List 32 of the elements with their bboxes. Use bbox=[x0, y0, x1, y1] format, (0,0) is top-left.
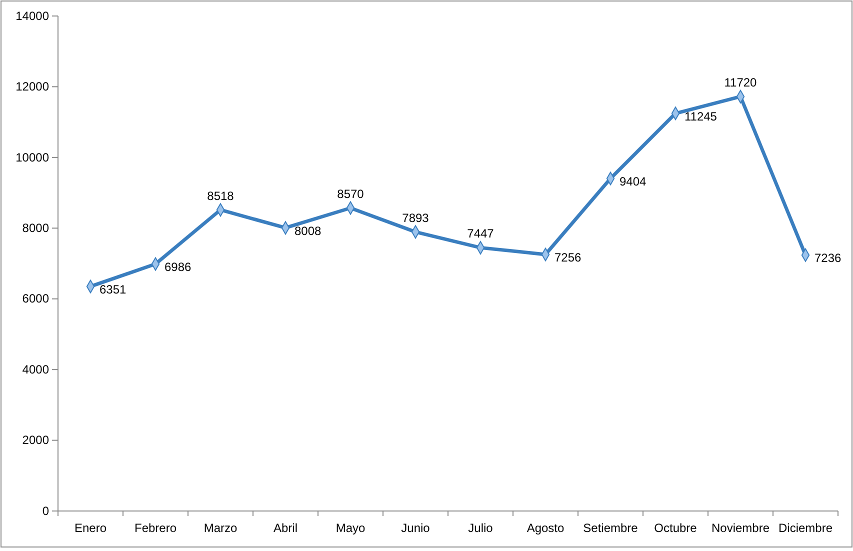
data-label: 6351 bbox=[100, 282, 127, 296]
y-tick-label: 8000 bbox=[22, 220, 50, 235]
data-label: 6986 bbox=[164, 260, 192, 274]
x-tick-label: Setiembre bbox=[583, 521, 638, 535]
x-tick-label: Enero bbox=[74, 521, 107, 535]
x-tick-label: Mayo bbox=[336, 521, 366, 535]
y-tick-label: 10000 bbox=[16, 150, 50, 164]
y-tick-label: 0 bbox=[42, 504, 50, 518]
data-label: 9404 bbox=[620, 174, 647, 188]
y-tick-label: 4000 bbox=[22, 362, 50, 376]
x-tick-label: Abril bbox=[273, 521, 298, 535]
x-tick-label: Junio bbox=[401, 521, 430, 535]
y-tick-label: 14000 bbox=[16, 8, 50, 23]
y-tick-label: 6000 bbox=[22, 292, 50, 306]
data-label: 7447 bbox=[467, 226, 494, 241]
data-label: 8518 bbox=[207, 188, 234, 203]
data-label: 11245 bbox=[684, 109, 718, 124]
x-tick-label: Diciembre bbox=[778, 521, 833, 535]
data-label: 7256 bbox=[554, 250, 582, 264]
data-label: 7236 bbox=[814, 251, 842, 266]
y-tick-label: 2000 bbox=[22, 433, 50, 448]
x-tick-label: Febrero bbox=[134, 521, 177, 535]
data-label: 11720 bbox=[724, 76, 758, 90]
x-tick-label: Noviembre bbox=[711, 521, 770, 535]
x-tick-label: Octubre bbox=[654, 521, 698, 535]
x-tick-label: Marzo bbox=[204, 521, 238, 535]
x-tick-label: Julio bbox=[468, 521, 494, 535]
data-label: 8008 bbox=[294, 224, 322, 238]
data-label: 7893 bbox=[402, 210, 430, 225]
data-label: 8570 bbox=[337, 186, 364, 201]
x-tick-label: Agosto bbox=[526, 521, 565, 535]
y-tick-label: 12000 bbox=[16, 80, 50, 94]
